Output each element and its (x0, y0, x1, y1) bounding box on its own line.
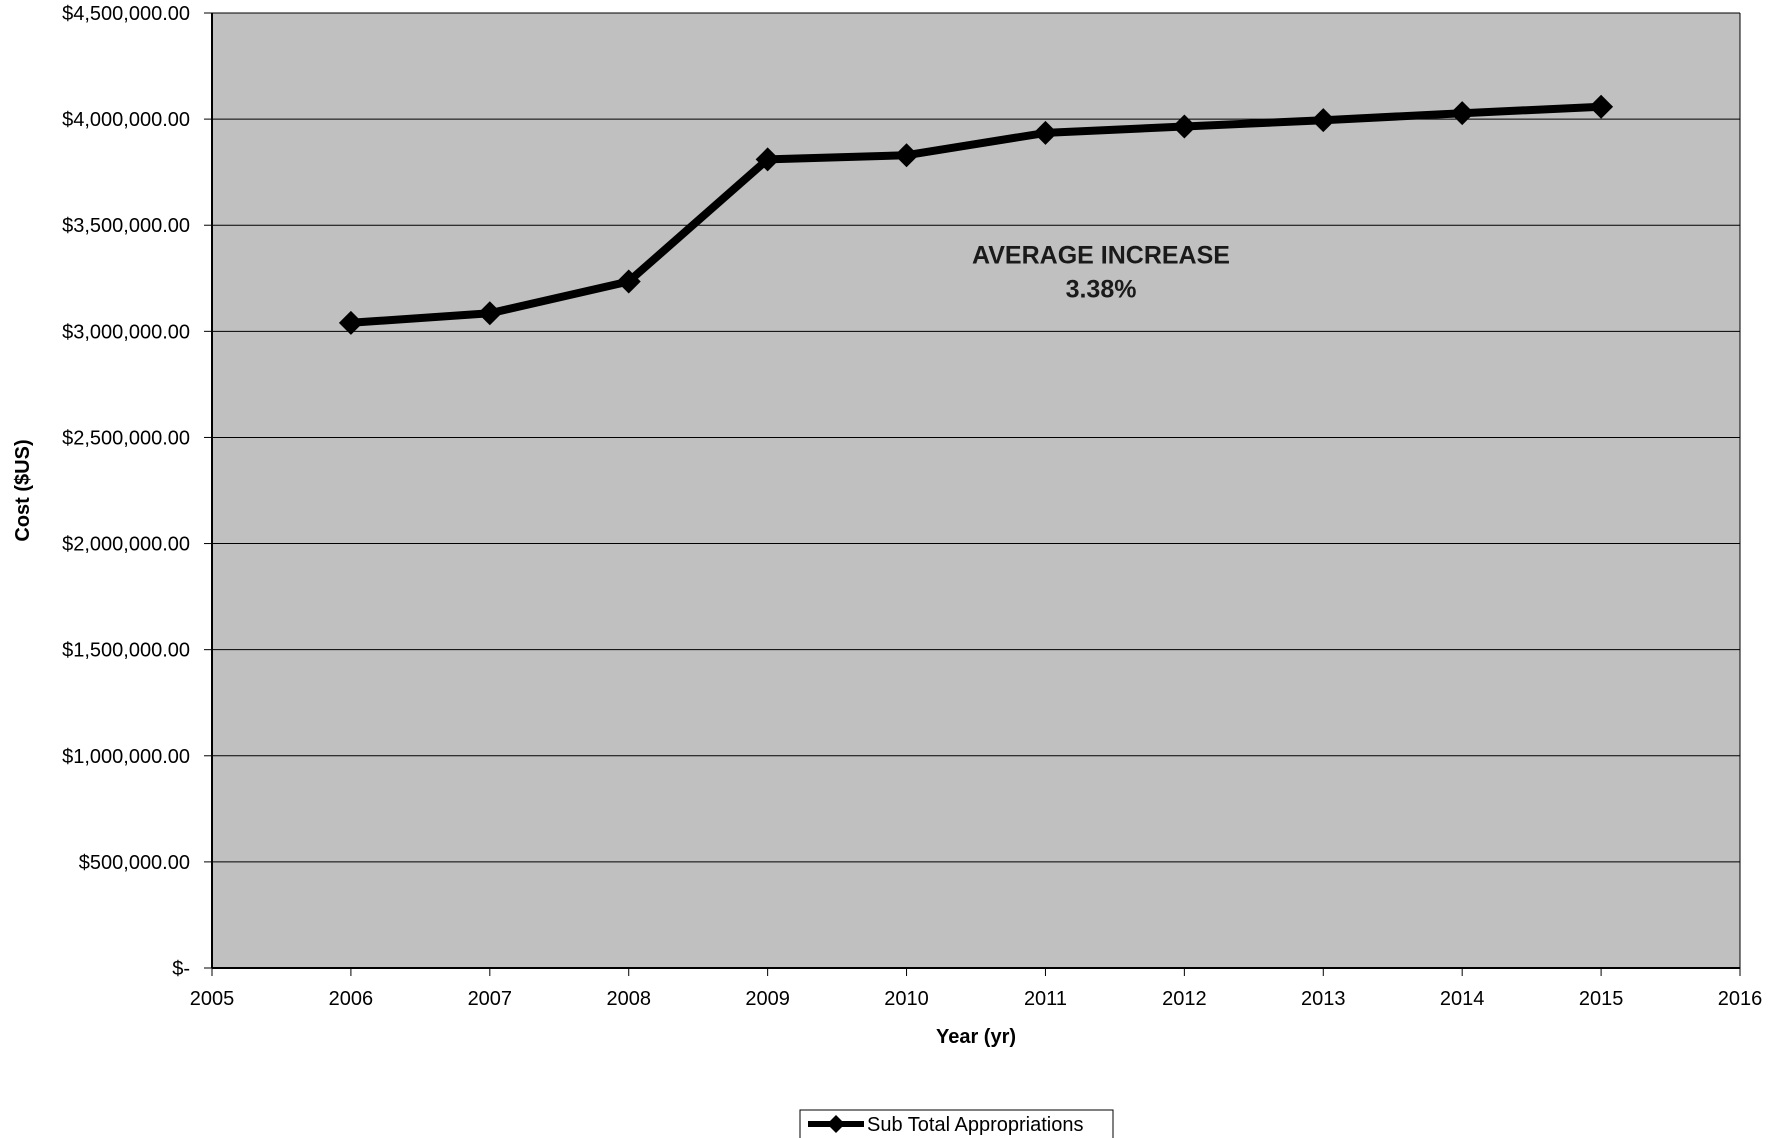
annotation-average-increase-label: AVERAGE INCREASE (972, 241, 1230, 269)
x-tick-label: 2011 (1024, 988, 1067, 1010)
x-tick-label: 2014 (1440, 988, 1485, 1010)
y-tick-label: $500,000.00 (79, 852, 190, 874)
y-tick-label: $2,000,000.00 (62, 534, 190, 556)
legend-label: Sub Total Appropriations (867, 1114, 1083, 1136)
y-tick-label: $- (172, 958, 190, 980)
gridlines (212, 12, 1740, 863)
legend: Sub Total Appropriations (799, 1109, 1114, 1138)
x-tick-label: 2010 (884, 988, 929, 1010)
x-axis-title: Year (yr) (936, 1026, 1016, 1048)
annotation-average-increase-value: 3.38% (1066, 275, 1137, 303)
series-line (346, 102, 1606, 327)
data-point-2011 (1033, 120, 1058, 145)
x-tick-label: 2008 (606, 988, 651, 1010)
y-tick-label: $3,000,000.00 (62, 321, 190, 343)
data-point-2008 (616, 269, 641, 294)
y-axis-title: Cost ($US) (12, 439, 34, 541)
data-point-2010 (894, 143, 919, 168)
x-tick-label: 2007 (468, 988, 513, 1010)
data-point-2015 (1589, 94, 1614, 119)
data-point-2009 (755, 147, 780, 172)
y-tick-label: $1,000,000.00 (62, 746, 190, 768)
x-axis-ticks: 2005 2006 2007 2008 2009 2010 2011 2012 2013 2014… (190, 968, 1763, 1010)
x-tick-label: 2012 (1162, 988, 1207, 1010)
x-tick-label: 2013 (1301, 988, 1346, 1010)
x-tick-label: 2016 (1718, 988, 1763, 1010)
x-tick-label: 2009 (745, 988, 790, 1010)
data-point-2012 (1172, 114, 1197, 139)
y-tick-label: $1,500,000.00 (62, 640, 190, 662)
axes (211, 13, 1741, 969)
legend-diamond-marker (827, 1115, 845, 1133)
y-axis-ticks: $- $500,000.00 $1,000,000.00 $1,500,000.00 $… (62, 3, 212, 980)
y-tick-label: $4,500,000.00 (62, 3, 190, 25)
x-tick-label: 2006 (329, 988, 374, 1010)
data-point-2013 (1311, 108, 1336, 133)
x-tick-label: 2015 (1579, 988, 1624, 1010)
data-point-2014 (1450, 101, 1475, 126)
annotations: AVERAGE INCREASE 3.38% (972, 241, 1230, 303)
y-tick-label: $3,500,000.00 (62, 215, 190, 237)
data-point-2006 (338, 310, 363, 335)
x-tick-label: 2005 (190, 988, 235, 1010)
data-point-2007 (477, 301, 502, 326)
plot-area (212, 13, 1740, 968)
series-group (338, 94, 1614, 335)
y-tick-label: $2,500,000.00 (62, 427, 190, 449)
y-tick-label: $4,000,000.00 (62, 109, 190, 131)
